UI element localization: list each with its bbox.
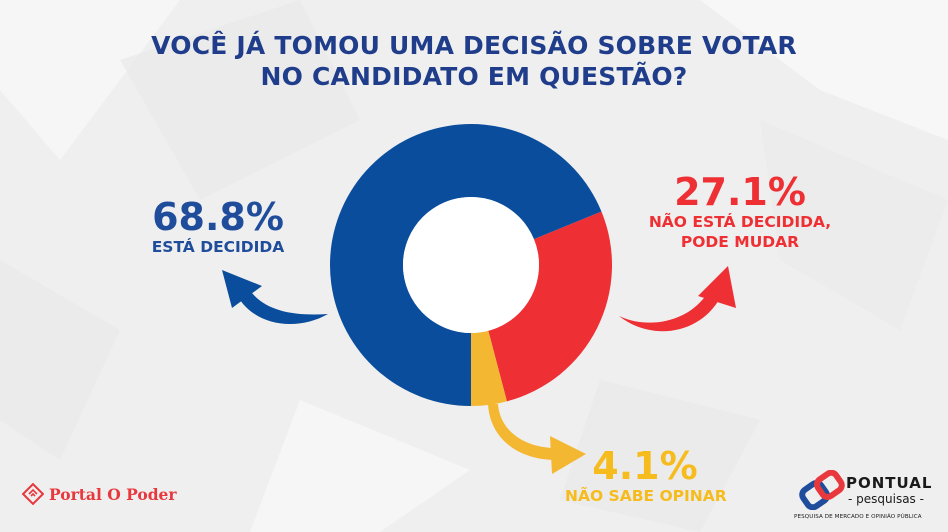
value-label-decided: 68.8% — [152, 195, 284, 239]
label-undecided: 27.1% NÃO ESTÁ DECIDIDA, PODE MUDAR — [640, 172, 840, 252]
chart-title: VOCÊ JÁ TOMOU UMA DECISÃO SOBRE VOTAR NO… — [0, 30, 948, 92]
donut-slice-decided — [330, 123, 602, 407]
category-label-undecided-1: NÃO ESTÁ DECIDIDA, — [648, 213, 832, 231]
portal-o-poder-logo: Portal O Poder — [22, 483, 177, 505]
title-line-2: NO CANDIDATO EM QUESTÃO? — [260, 62, 688, 91]
value-label-undecided: 27.1% — [674, 170, 806, 214]
pontual-sub: - pesquisas - — [848, 492, 924, 506]
category-label-undecided-2: PODE MUDAR — [680, 233, 800, 251]
label-no-opinion: 4.1% NÃO SABE OPINAR — [565, 444, 727, 506]
category-label-decided: ESTÁ DECIDIDA — [151, 238, 285, 256]
portal-o-poder-text: Portal O Poder — [49, 484, 177, 504]
donut-hole — [403, 197, 539, 333]
donut-slice-no-opinion — [471, 330, 507, 406]
arrow-undecided-icon — [619, 266, 736, 332]
portal-diamond-icon — [22, 483, 44, 505]
title-line-1: VOCÊ JÁ TOMOU UMA DECISÃO SOBRE VOTAR — [151, 31, 797, 60]
pontual-tagline: PESQUISA DE MERCADO E OPINIÃO PÚBLICA — [794, 514, 922, 520]
value-label-no-opinion: 4.1% — [592, 444, 698, 488]
category-label-no-opinion: NÃO SABE OPINAR — [565, 487, 727, 505]
pontual-name: PONTUAL — [846, 474, 933, 492]
arrow-no-opinion-icon — [488, 404, 586, 474]
donut-slice-undecided — [488, 211, 612, 402]
pontual-mark-icon — [799, 470, 845, 510]
arrow-decided-icon — [222, 270, 328, 325]
label-decided: 68.8% ESTÁ DECIDIDA — [143, 197, 293, 257]
